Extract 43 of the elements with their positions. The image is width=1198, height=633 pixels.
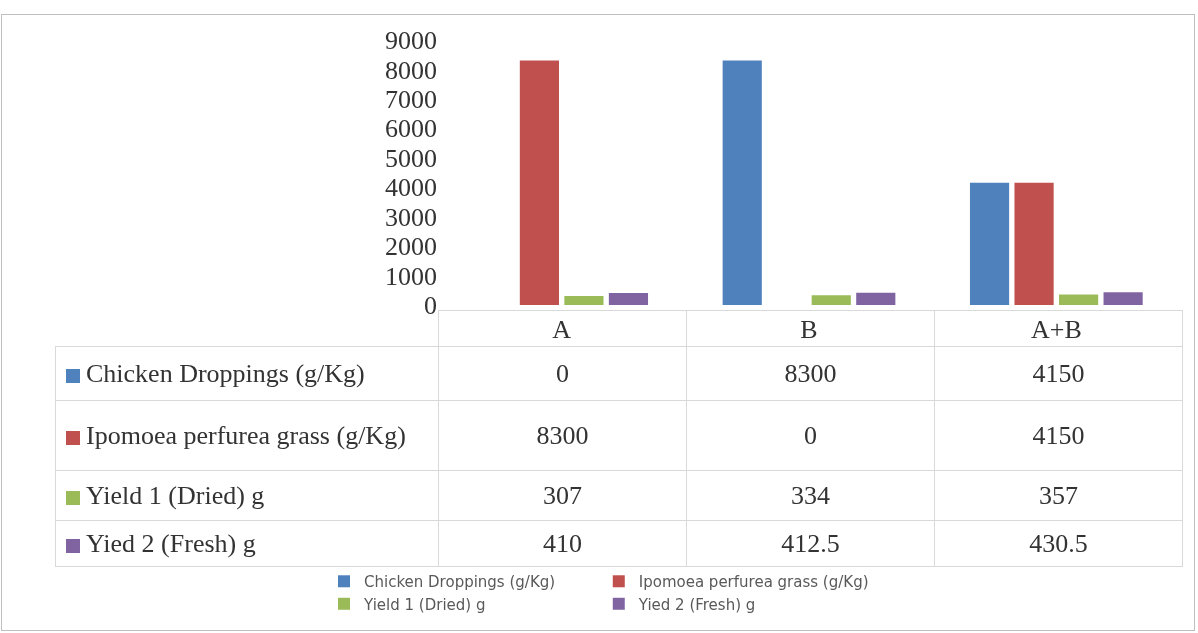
bar xyxy=(1103,292,1143,305)
y-tick-label: 6000 xyxy=(385,114,437,144)
bar xyxy=(519,60,559,305)
data-label: 357 xyxy=(934,470,1183,521)
bar xyxy=(811,295,851,305)
text: Yield 1 (Dried) g xyxy=(86,480,265,510)
data-label: 430.5 xyxy=(934,520,1183,567)
y-tick-label: 0 xyxy=(424,291,437,321)
y-tick-label: 4000 xyxy=(385,173,437,203)
y-tick-label: 1000 xyxy=(385,261,437,291)
bar xyxy=(856,292,896,305)
bar xyxy=(608,292,649,305)
legend-label: Yied 2 (Fresh) g xyxy=(637,595,756,614)
data-label: 8300 xyxy=(686,346,935,401)
text: Chicken Droppings (g/Kg) xyxy=(86,358,365,388)
x-tick-label: B xyxy=(800,315,818,344)
y-tick-label: 2000 xyxy=(385,232,437,262)
data-label: 410 xyxy=(438,520,687,567)
bar xyxy=(564,295,604,305)
data-label: 4150 xyxy=(934,400,1183,471)
data-label: 0 xyxy=(438,346,687,401)
bar xyxy=(722,60,762,305)
data-label: 8300 xyxy=(438,400,687,471)
x-tick-label: A+B xyxy=(1030,315,1082,344)
data-label: 4150 xyxy=(934,346,1183,401)
bar xyxy=(1059,294,1099,305)
data-label: 412.5 xyxy=(686,520,935,567)
legend-label: Chicken Droppings (g/Kg) xyxy=(364,573,556,592)
y-tick-label: 7000 xyxy=(385,84,437,114)
text: Yied 2 (Fresh) g xyxy=(86,528,256,558)
data-label: 307 xyxy=(438,470,687,521)
y-tick-label: 8000 xyxy=(385,55,437,85)
legend-label: Ipomoea perfurea grass (g/Kg) xyxy=(55,400,439,471)
data-label: 334 xyxy=(686,470,935,521)
x-tick-label: A xyxy=(552,315,572,344)
y-tick-label: 9000 xyxy=(385,26,437,56)
y-tick-label: 3000 xyxy=(385,202,437,232)
text: Ipomoea perfurea grass (g/Kg) xyxy=(638,573,869,592)
legend-label: Yield 1 (Dried) g xyxy=(363,595,486,614)
y-tick-label: 5000 xyxy=(385,143,437,173)
bar xyxy=(969,182,1010,305)
bar xyxy=(1014,182,1054,305)
data-label: 0 xyxy=(686,400,935,471)
